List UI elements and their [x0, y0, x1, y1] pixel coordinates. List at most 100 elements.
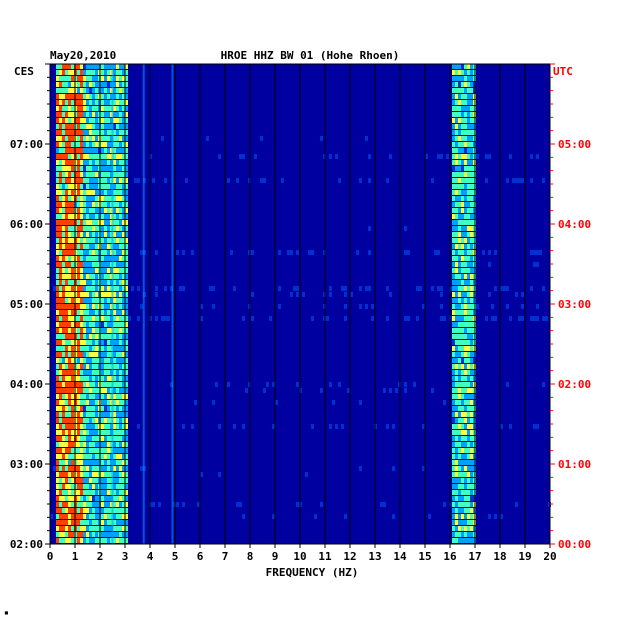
heatmap-cell: [62, 340, 65, 345]
heatmap-cell: [290, 250, 293, 255]
heatmap-cell: [59, 322, 62, 327]
heatmap-cell: [452, 100, 455, 105]
heatmap-cell: [155, 250, 158, 255]
heatmap-cell: [77, 214, 80, 219]
heatmap-cell: [62, 466, 65, 471]
heatmap-cell: [452, 292, 455, 297]
heatmap-cell: [125, 310, 128, 315]
heatmap-cell: [56, 130, 59, 135]
heatmap-cell: [104, 106, 107, 111]
heatmap-cell: [200, 316, 203, 321]
heatmap-cell: [89, 274, 92, 279]
heatmap-cell: [77, 124, 80, 129]
heatmap-cell: [452, 190, 455, 195]
heatmap-cell: [461, 400, 464, 405]
heatmap-cell: [92, 232, 95, 237]
heatmap-cell: [89, 352, 92, 357]
heatmap-cell: [122, 358, 125, 363]
heatmap-cell: [365, 304, 368, 309]
heatmap-cell: [464, 478, 467, 483]
heatmap-cell: [62, 526, 65, 531]
heatmap-cell: [458, 352, 461, 357]
heatmap-cell: [95, 388, 98, 393]
heatmap-cell: [122, 484, 125, 489]
heatmap-cell: [113, 322, 116, 327]
heatmap-cell: [467, 76, 470, 81]
heatmap-cell: [59, 112, 62, 117]
heatmap-cell: [95, 298, 98, 303]
heatmap-cell: [521, 292, 524, 297]
heatmap-cell: [65, 256, 68, 261]
heatmap-cell: [467, 376, 470, 381]
heatmap-cell: [59, 334, 62, 339]
heatmap-cell: [71, 220, 74, 225]
heatmap-cell: [119, 268, 122, 273]
heatmap-cell: [104, 274, 107, 279]
heatmap-cell: [77, 172, 80, 177]
heatmap-cell: [467, 100, 470, 105]
heatmap-cell: [464, 382, 467, 387]
heatmap-cell: [83, 88, 86, 93]
heatmap-cell: [80, 148, 83, 153]
heatmap-cell: [467, 280, 470, 285]
heatmap-cell: [59, 214, 62, 219]
heatmap-cell: [461, 358, 464, 363]
heatmap-cell: [122, 526, 125, 531]
heatmap-cell: [92, 226, 95, 231]
heatmap-cell: [95, 520, 98, 525]
heatmap-cell: [107, 256, 110, 261]
heatmap-cell: [80, 238, 83, 243]
heatmap-cell: [122, 118, 125, 123]
heatmap-cell: [86, 328, 89, 333]
heatmap-cell: [92, 484, 95, 489]
heatmap-cell: [104, 238, 107, 243]
x-tick-label: 3: [122, 550, 129, 563]
heatmap-cell: [512, 178, 515, 183]
heatmap-cell: [467, 370, 470, 375]
heatmap-cell: [185, 178, 188, 183]
heatmap-cell: [71, 454, 74, 459]
heatmap-cell: [107, 202, 110, 207]
heatmap-cell: [68, 406, 71, 411]
heatmap-cell: [68, 178, 71, 183]
heatmap-cell: [62, 388, 65, 393]
heatmap-cell: [83, 520, 86, 525]
heatmap-cell: [77, 148, 80, 153]
heatmap-cell: [80, 136, 83, 141]
heatmap-cell: [359, 178, 362, 183]
heatmap-cell: [83, 400, 86, 405]
heatmap-cell: [77, 130, 80, 135]
heatmap-cell: [119, 460, 122, 465]
heatmap-cell: [464, 400, 467, 405]
heatmap-cell: [71, 280, 74, 285]
heatmap-cell: [461, 520, 464, 525]
heatmap-cell: [86, 76, 89, 81]
heatmap-cell: [71, 232, 74, 237]
heatmap-cell: [464, 190, 467, 195]
heatmap-cell: [95, 412, 98, 417]
heatmap-cell: [119, 400, 122, 405]
heatmap-cell: [116, 220, 119, 225]
heatmap-cell: [77, 112, 80, 117]
heatmap-cell: [92, 76, 95, 81]
heatmap-cell: [80, 472, 83, 477]
heatmap-cell: [119, 466, 122, 471]
heatmap-cell: [530, 316, 533, 321]
heatmap-cell: [86, 208, 89, 213]
heatmap-cell: [68, 208, 71, 213]
heatmap-cell: [95, 406, 98, 411]
heatmap-cell: [56, 364, 59, 369]
heatmap-cell: [77, 232, 80, 237]
heatmap-cell: [107, 538, 110, 543]
heatmap-cell: [95, 310, 98, 315]
heatmap-cell: [107, 526, 110, 531]
heatmap-cell: [119, 382, 122, 387]
heatmap-cell: [119, 184, 122, 189]
heatmap-cell: [485, 154, 488, 159]
heatmap-cell: [56, 526, 59, 531]
heatmap-cell: [62, 244, 65, 249]
heatmap-cell: [92, 82, 95, 87]
heatmap-cell: [56, 250, 59, 255]
heatmap-cell: [119, 388, 122, 393]
heatmap-cell: [92, 118, 95, 123]
